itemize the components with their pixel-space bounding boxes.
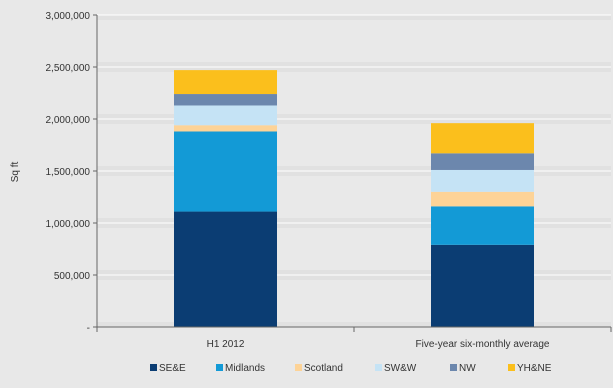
- bar-segment: [174, 211, 277, 327]
- legend-swatch: [375, 364, 382, 371]
- bar-segment: [431, 123, 534, 154]
- y-tick-label: 3,000,000: [46, 11, 91, 22]
- legend-swatch: [508, 364, 515, 371]
- bar-segment: [174, 131, 277, 212]
- legend-label: SW&W: [384, 363, 417, 374]
- legend-swatch: [295, 364, 302, 371]
- bar-segment: [431, 169, 534, 192]
- y-tick-label: -: [87, 323, 90, 334]
- legend-label: Scotland: [304, 363, 343, 374]
- axes: - 500,000 1,000,000 1,500,000 2,000,000 2,500…: [46, 11, 612, 350]
- bar-segment: [431, 191, 534, 207]
- y-tick-label: 2,500,000: [46, 63, 91, 74]
- bar-segment: [174, 105, 277, 126]
- legend-swatch: [216, 364, 223, 371]
- legend-label: NW: [459, 363, 476, 374]
- grid-band: [97, 20, 611, 62]
- y-tick-label: 1,500,000: [46, 167, 91, 178]
- legend-swatch: [450, 364, 457, 371]
- x-tick-label: Five-year six-monthly average: [416, 339, 550, 350]
- legend-label: Midlands: [225, 363, 265, 374]
- legend-label: SE&E: [159, 363, 186, 374]
- bar-segment: [431, 244, 534, 327]
- y-axis-label: Sq ft: [10, 162, 21, 183]
- bar-segment: [431, 206, 534, 245]
- bar-segment: [174, 70, 277, 95]
- bar-segment: [174, 94, 277, 106]
- x-tick-label: H1 2012: [207, 339, 245, 350]
- bar-segment: [431, 153, 534, 170]
- legend-label: YH&NE: [517, 363, 552, 374]
- y-tick-label: 2,000,000: [46, 115, 91, 126]
- bars: [174, 70, 534, 327]
- legend-swatch: [150, 364, 157, 371]
- y-tick-label: 1,000,000: [46, 219, 91, 230]
- y-tick-label: 500,000: [54, 271, 91, 282]
- bar-segment: [174, 125, 277, 132]
- legend: SE&E Midlands Scotland SW&W NW YH&NE: [150, 363, 552, 374]
